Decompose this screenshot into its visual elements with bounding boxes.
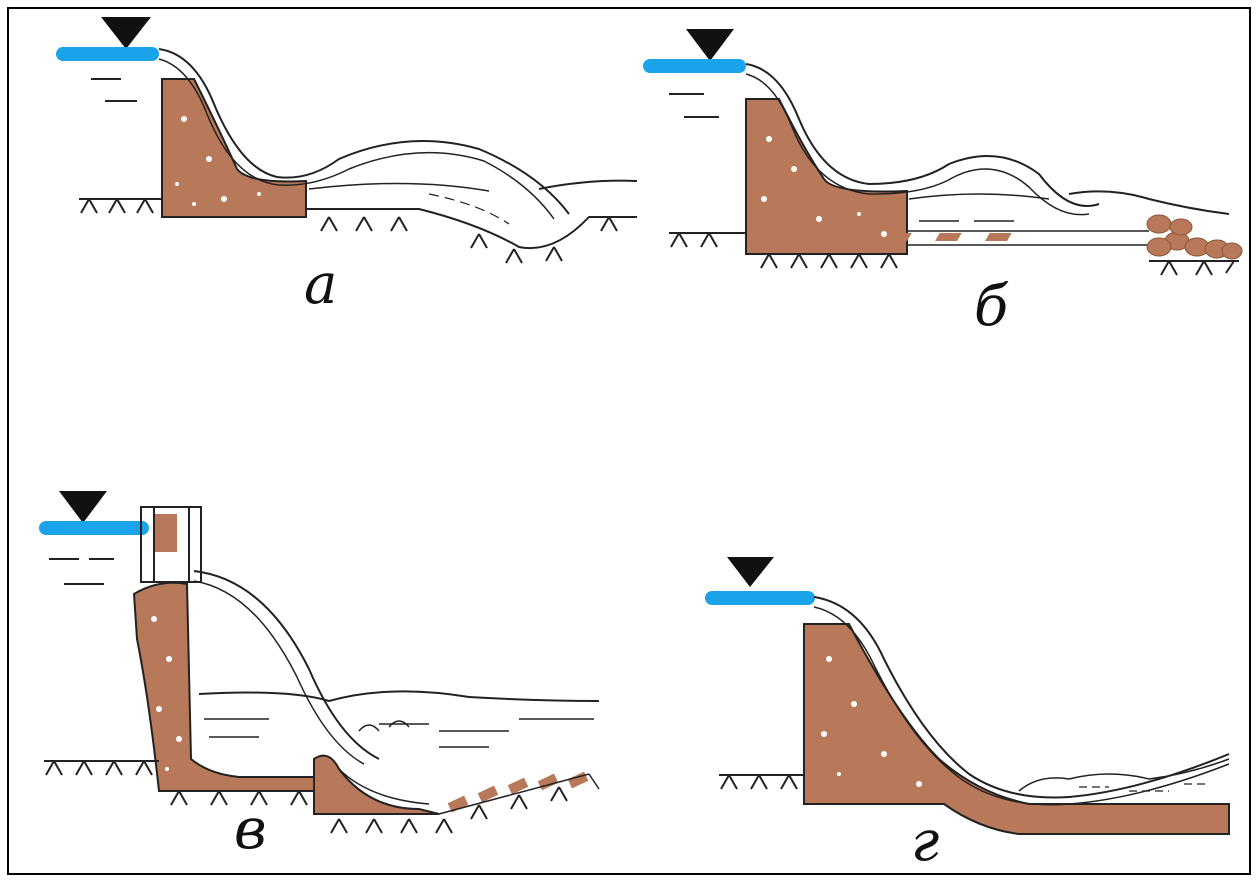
overflow-jet — [193, 570, 380, 760]
apron — [785, 233, 1012, 241]
panel-g-diagram — [705, 557, 1230, 835]
water-level-triangle-icon — [101, 17, 151, 49]
water-level-triangle-icon — [686, 29, 734, 61]
panel-a-diagram — [56, 17, 638, 264]
riprap — [1146, 214, 1243, 260]
upstream-water-surface — [643, 59, 746, 73]
panel-g: г — [689, 529, 1249, 874]
panel-b: б — [629, 9, 1249, 349]
overflow-jet — [745, 63, 1100, 207]
panel-label-a: а — [304, 252, 338, 317]
stilling-basin — [313, 754, 440, 815]
ground-hatching-icon — [669, 232, 1239, 276]
panel-label-v: в — [234, 797, 267, 862]
panel-v-diagram — [39, 491, 600, 834]
dam-body — [132, 581, 315, 792]
figure-frame: а — [7, 7, 1251, 875]
panel-a: а — [9, 9, 649, 329]
dam-body — [745, 98, 908, 255]
panel-label-b: б — [974, 274, 1009, 339]
ground-hatching-icon — [44, 760, 568, 834]
ground-hatching-icon — [79, 198, 618, 264]
upstream-water-surface — [39, 521, 149, 535]
panel-b-diagram — [643, 29, 1243, 276]
dam-body — [803, 623, 1230, 835]
overflow-jet — [813, 596, 1230, 799]
water-level-triangle-icon — [727, 557, 774, 587]
upstream-water-surface — [56, 47, 159, 61]
dam-body — [161, 78, 307, 218]
panel-v: в — [9, 469, 649, 869]
overflow-jet — [158, 48, 570, 215]
water-level-triangle-icon — [59, 491, 107, 523]
ground-hatching-icon — [719, 774, 804, 790]
scour-hole — [306, 208, 637, 250]
panel-label-g: г — [911, 809, 940, 874]
upstream-water-surface — [705, 591, 815, 605]
